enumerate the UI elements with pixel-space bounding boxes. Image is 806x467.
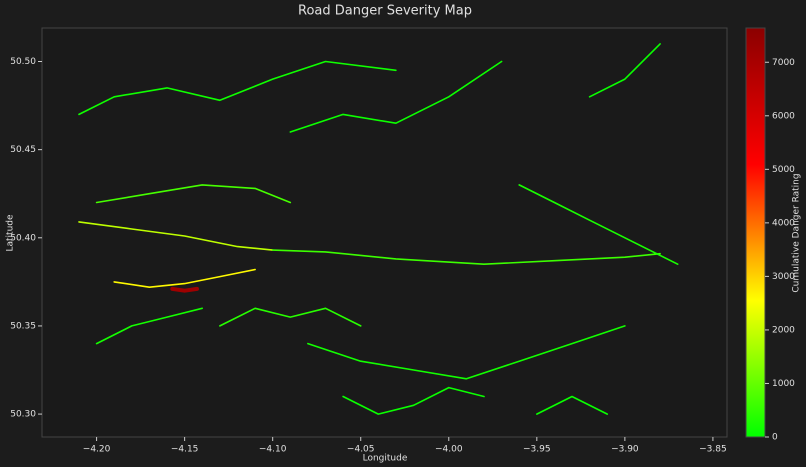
x-tick-label: −4.05 — [347, 445, 375, 455]
colorbar-label: Cumulative Danger Rating — [792, 173, 802, 292]
x-tick-label: −4.00 — [435, 445, 463, 455]
x-tick-label: −4.15 — [171, 445, 199, 455]
chart-title: Road Danger Severity Map — [298, 4, 472, 19]
colorbar-tick-label: 3000 — [772, 272, 795, 282]
road — [95, 307, 203, 345]
x-tick-label: −4.10 — [259, 445, 287, 455]
road — [307, 325, 626, 380]
x-tick-label: −4.20 — [83, 445, 111, 455]
colorbar — [745, 27, 766, 438]
road — [78, 60, 397, 116]
road — [95, 184, 292, 204]
colorbar-tick-label: 2000 — [772, 325, 795, 335]
x-tick-label: −3.95 — [523, 445, 551, 455]
colorbar-tick-label: 1000 — [772, 379, 795, 389]
y-tick-label: 50.30 — [10, 410, 36, 420]
road — [342, 386, 485, 415]
y-tick-label: 50.50 — [10, 57, 36, 67]
road — [78, 221, 274, 251]
road — [271, 249, 661, 265]
road — [536, 395, 609, 415]
x-tick-label: −3.85 — [699, 445, 727, 455]
road — [289, 60, 503, 133]
colorbar-tick-label: 5000 — [772, 165, 795, 175]
colorbar-tick-label: 6000 — [772, 111, 795, 121]
y-tick-label: 50.35 — [10, 321, 36, 331]
colorbar-tick-label: 0 — [772, 433, 778, 443]
y-tick-label: 50.45 — [10, 145, 36, 155]
road — [170, 286, 199, 293]
y-tick-label: 50.40 — [10, 233, 36, 243]
x-axis-label: Longitude — [363, 454, 408, 464]
x-tick-label: −3.90 — [611, 445, 639, 455]
colorbar-tick-label: 4000 — [772, 218, 795, 228]
road — [518, 184, 679, 265]
plot-area — [41, 27, 728, 438]
road — [113, 268, 256, 288]
colorbar-tick-label: 7000 — [772, 58, 795, 68]
road — [219, 307, 362, 327]
road-layer — [78, 43, 679, 415]
road — [588, 43, 661, 98]
y-axis-label: Latitude — [6, 214, 16, 252]
